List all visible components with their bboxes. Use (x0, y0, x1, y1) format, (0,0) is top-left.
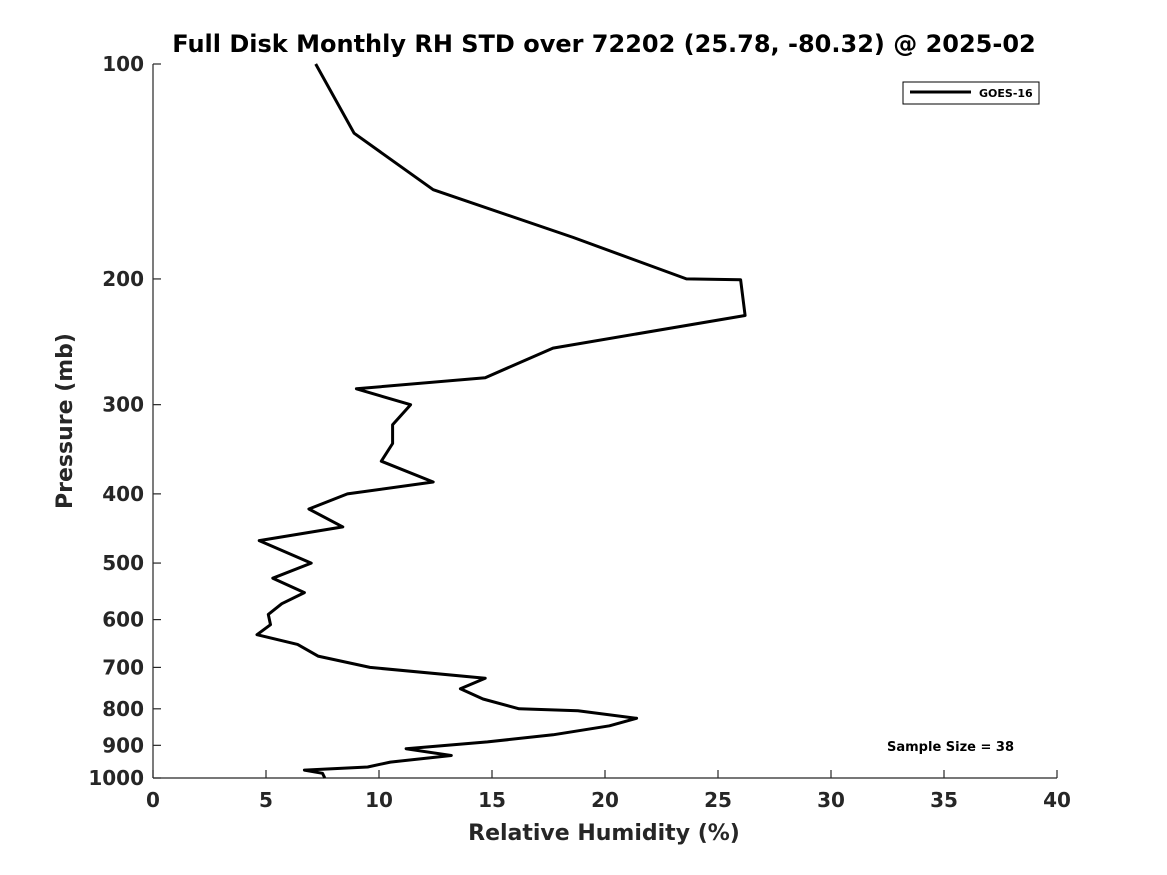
y-axis-label: Pressure (mb) (53, 333, 78, 509)
y-tick-label: 800 (102, 697, 144, 721)
x-tick-labels: 0 5 10 15 20 25 30 35 40 (146, 788, 1071, 812)
x-tick-label: 30 (817, 788, 845, 812)
y-tick-label: 700 (102, 655, 144, 679)
sample-size-annotation: Sample Size = 38 (887, 740, 1014, 755)
y-tick-label: 900 (102, 733, 144, 757)
legend-label-goes16: GOES-16 (979, 87, 1033, 100)
y-tick-label: 500 (102, 551, 144, 575)
series-layer (255, 63, 747, 779)
y-tick-label: 1000 (88, 766, 144, 790)
y-tick-label: 100 (102, 52, 144, 76)
y-tick-label: 200 (102, 267, 144, 291)
chart-title: Full Disk Monthly RH STD over 72202 (25.… (172, 30, 1035, 58)
x-axis-label: Relative Humidity (%) (468, 821, 740, 846)
y-tick-label: 300 (102, 393, 144, 417)
plot-axes (152, 63, 1058, 779)
series-line-goes16 (255, 63, 747, 779)
x-tick-label: 10 (365, 788, 393, 812)
legend: GOES-16 (902, 81, 1040, 105)
x-tick-label: 25 (704, 788, 732, 812)
x-tick-label: 15 (478, 788, 506, 812)
x-tick-label: 40 (1043, 788, 1071, 812)
x-tick-label: 20 (591, 788, 619, 812)
x-tick-label: 0 (146, 788, 160, 812)
x-tick-label: 5 (259, 788, 273, 812)
x-tick-label: 35 (930, 788, 958, 812)
y-tick-labels: 100 200 300 400 500 600 700 800 900 1000 (88, 52, 144, 790)
y-tick-label: 400 (102, 482, 144, 506)
y-tick-label: 600 (102, 608, 144, 632)
